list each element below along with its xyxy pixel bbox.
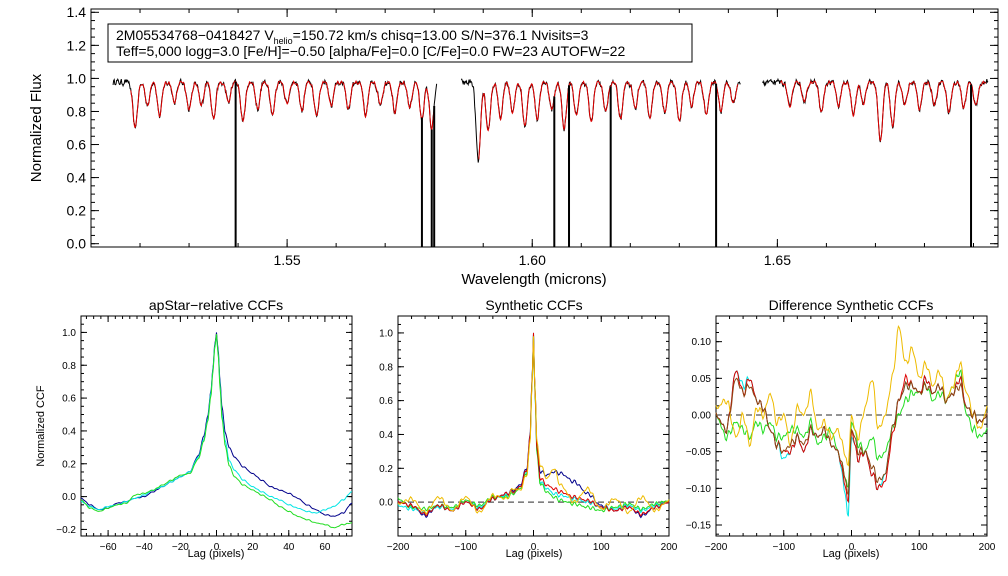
x-tick-label: 40: [283, 542, 295, 553]
y-tick-label: 0.00: [692, 411, 712, 422]
y-tick-label: −0.15: [686, 521, 712, 532]
info-box: [107, 23, 693, 63]
synthetic-ccf-title: Synthetic CCFs: [485, 297, 582, 313]
y-tick-label: 1.4: [67, 4, 87, 20]
ccf-series-green: [397, 334, 670, 513]
y-tick-label: 0.8: [62, 361, 76, 372]
apstar-ccf-series: [80, 332, 353, 529]
difference-ccf-title: Difference Synthetic CCFs: [769, 297, 934, 313]
x-tick-label: −200: [705, 542, 728, 553]
x-tick-label: −100: [772, 542, 795, 553]
y-tick-label: 0.4: [379, 430, 393, 441]
x-tick-label: −200: [387, 542, 410, 553]
x-tick-label: 0: [214, 542, 220, 553]
y-tick-label: 0.2: [62, 459, 76, 470]
x-tick-label: 1.65: [764, 252, 791, 268]
apstar-ccf-title: apStar−relative CCFs: [149, 297, 283, 313]
ccf-series-cyan: [397, 334, 670, 515]
difference-ccf-x-label: Lag (pixels): [823, 548, 880, 560]
y-tick-label: 1.0: [62, 328, 76, 339]
ccf-series-blue: [397, 332, 670, 519]
y-tick-label: 1.2: [67, 37, 87, 53]
spectrum-x-label: Wavelength (microns): [461, 271, 606, 288]
y-tick-label: −0.2: [56, 525, 76, 536]
model-spectrum-line: [130, 79, 435, 131]
y-tick-label: 0.10: [692, 337, 712, 348]
ccf-series-cyan: [80, 335, 353, 514]
apstar-ccf-panel: −60 −40 −20 0 20 40 60 −0.2 0.0 0.2 0.4 0.6 0.8 1.0 a…: [35, 297, 353, 560]
apstar-ccf-ticks: −60 −40 −20 0 20 40 60 −0.2 0.0 0.2 0.4 0.6 0.8 1.0: [56, 315, 352, 553]
y-tick-label: 0.0: [67, 236, 87, 252]
x-tick-label: 200: [661, 542, 678, 553]
difference-ccf-ticks: −200 −100 0 100 200 −0.15 −0.10 −0.05 0.00 0.05 0.…: [686, 316, 996, 553]
x-tick-label: −20: [172, 542, 189, 553]
ccf-series-cyan: [715, 370, 988, 517]
y-tick-label: 1.0: [379, 328, 393, 339]
x-tick-label: −60: [100, 542, 117, 553]
y-tick-label: 0.0: [62, 492, 76, 503]
model-spectrum-line: [780, 79, 987, 142]
ccf-series-gold: [397, 336, 670, 515]
x-tick-label: 100: [593, 542, 610, 553]
x-tick-label: 0: [531, 542, 537, 553]
spectrum-series: [112, 77, 989, 247]
synthetic-ccf-x-label: Lag (pixels): [506, 548, 563, 560]
vhelio-subscript: helio: [274, 36, 293, 46]
star-id: 2M05534768−0418427: [116, 27, 261, 43]
y-tick-label: 0.05: [692, 374, 712, 385]
ccf-series-gold: [715, 324, 988, 467]
spectrum-panel: 1.55 1.60 1.65 0.0 0.2 0.4 0.6 0.8 1.0 1.2 1.4 Wav…: [28, 4, 999, 288]
y-tick-label: −0.10: [686, 484, 712, 495]
synthetic-ccf-series: [397, 332, 670, 519]
y-tick-label: 1.0: [67, 70, 87, 86]
x-tick-label: 1.55: [273, 252, 300, 268]
y-tick-label: 0.8: [379, 362, 393, 373]
y-tick-label: −0.05: [686, 447, 712, 458]
model-spectrum-line: [478, 80, 739, 160]
ccf-series-blue: [80, 332, 353, 517]
y-tick-label: 0.4: [67, 169, 87, 185]
ccf-series-brown: [715, 377, 988, 497]
ccf-series-red: [397, 332, 670, 517]
x-tick-label: 0: [849, 542, 855, 553]
synthetic-ccf-panel: −200 −100 0 100 200 0.0 0.2 0.4 0.6 0.8 1.0 Synthe…: [379, 297, 678, 560]
y-tick-label: 0.6: [67, 136, 87, 152]
y-tick-label: 0.8: [67, 103, 87, 119]
x-tick-label: 60: [319, 542, 331, 553]
y-tick-label: 0.6: [379, 396, 393, 407]
ccf-series-green: [80, 334, 353, 529]
x-tick-label: 100: [911, 542, 928, 553]
difference-ccf-series: [715, 324, 988, 517]
y-tick-label: 0.0: [379, 498, 393, 509]
difference-ccf-panel: −200 −100 0 100 200 −0.15 −0.10 −0.05 0.00 0.05 0.…: [686, 297, 996, 560]
x-tick-label: 200: [979, 542, 996, 553]
x-tick-label: −100: [454, 542, 477, 553]
ccf-series-green: [715, 369, 988, 489]
synthetic-ccf-ticks: −200 −100 0 100 200 0.0 0.2 0.4 0.6 0.8 1.0: [379, 315, 678, 553]
info-line-1: 2M05534768−0418427 Vhelio=150.72 km/s ch…: [116, 27, 589, 46]
info-line-1-rest: =150.72 km/s chisq=13.00 S/N=376.1 Nvisi…: [293, 27, 589, 43]
y-tick-label: 0.2: [67, 203, 87, 219]
apstar-ccf-x-label: Lag (pixels): [188, 548, 245, 560]
spectrum-y-label: Normalized Flux: [28, 73, 45, 182]
spectrum-ticks: 1.55 1.60 1.65 0.0 0.2 0.4 0.6 0.8 1.0 1.2 1.4: [67, 4, 998, 268]
x-tick-label: 20: [247, 542, 259, 553]
x-tick-label: 1.60: [519, 252, 546, 268]
y-tick-label: 0.6: [62, 394, 76, 405]
info-line-2: Teff=5,000 logg=3.0 [Fe/H]=−0.50 [alpha/…: [116, 43, 625, 59]
y-tick-label: 0.2: [379, 464, 393, 475]
vhelio-label: V: [264, 27, 274, 43]
x-tick-label: −40: [136, 542, 153, 553]
observed-spectrum-line: [460, 78, 741, 163]
apstar-ccf-y-label: Normalized CCF: [35, 385, 47, 467]
y-tick-label: 0.4: [62, 426, 76, 437]
